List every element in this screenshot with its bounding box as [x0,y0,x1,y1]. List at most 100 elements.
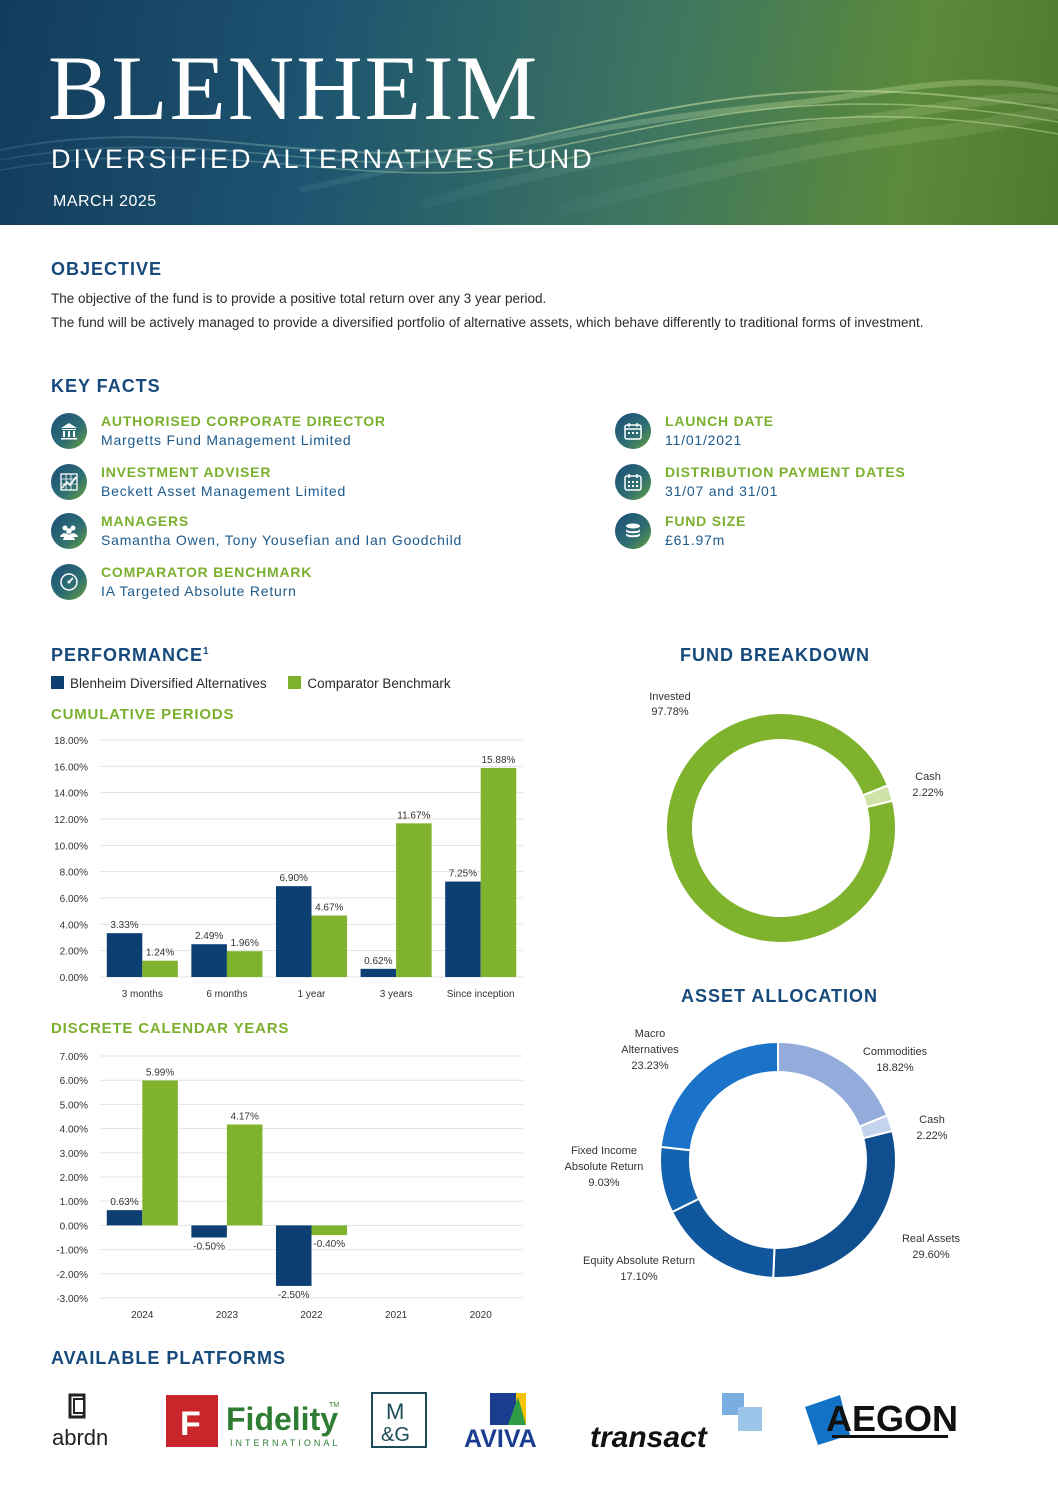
value-cash: 2.22% [912,787,943,799]
data-label: 2.49% [195,931,223,942]
header-banner: BLENHEIM DIVERSIFIED ALTERNATIVES FUND M… [0,0,1058,225]
y-tick-label: 8.00% [60,868,88,879]
fact-label: AUTHORISED CORPORATE DIRECTOR [101,413,386,429]
aviva-logo: AVIVA [464,1393,537,1453]
discrete-heading: DISCRETE CALENDAR YEARS [51,1020,290,1037]
bar-fund [191,944,227,977]
label-cash: Cash [919,1114,945,1126]
data-label: 11.67% [397,810,430,821]
bar-fund [106,933,143,977]
y-tick-label: 1.00% [60,1197,88,1208]
fidelity-text: Fidelity [226,1401,338,1437]
y-tick-label: 5.00% [60,1100,88,1111]
y-tick-label: 0.00% [60,973,88,984]
fact-value: 11/01/2021 [665,432,743,448]
label-real-assets: Real Assets [902,1233,961,1245]
coins-icon [615,513,651,549]
cumulative-heading: CUMULATIVE PERIODS [51,706,235,723]
value-cash: 2.22% [916,1130,947,1142]
objective-heading: OBJECTIVE [51,259,163,279]
discrete-bar-chart: -3.00% -2.00% -1.00% 0.00% 1.00% 2.00% 3.00% 4.… [56,1052,523,1321]
x-tick-label: 3 years [380,989,413,1000]
mandg-m-text: M [386,1399,404,1424]
transact-logo: transact [590,1393,762,1454]
people-icon [51,513,87,549]
data-label: 6.90% [280,873,308,884]
data-label: -2.50% [278,1290,310,1301]
label-fixed-income: Fixed Income [571,1145,637,1157]
label-absolute-return: Absolute Return [565,1161,644,1173]
objective-line-1: The objective of the fund is to provide … [51,291,547,306]
aegon-logo: AEGON [805,1395,958,1445]
fact-label: LAUNCH DATE [665,413,774,429]
fact-label: INVESTMENT ADVISER [101,464,272,480]
bank-icon [51,413,87,449]
data-label: -0.40% [313,1239,345,1250]
y-tick-label: 10.00% [54,841,88,852]
y-tick-label: 14.00% [54,789,88,800]
bar-benchmark [311,1225,348,1236]
abrdn-text: abrdn [52,1425,108,1450]
bar-fund [275,886,312,977]
aegon-text: AEGON [826,1398,958,1439]
legend-item-benchmark: Comparator Benchmark [288,676,451,691]
bar-fund [360,968,397,977]
y-tick-label: 12.00% [54,815,88,826]
abrdn-logo: abrdn [52,1393,108,1450]
fact-label: FUND SIZE [665,513,747,529]
asset-allocation-heading: ASSET ALLOCATION [681,986,878,1006]
data-label: 15.88% [482,755,516,766]
bar-fund [191,1225,227,1238]
fund-breakdown-donut: Invested 97.78% Cash 2.22% [649,691,944,944]
bar-fund [275,1225,312,1286]
bar-benchmark [226,951,263,977]
y-tick-label: 4.00% [60,920,88,931]
fact-value: Beckett Asset Management Limited [101,483,347,499]
bar-benchmark [226,1124,263,1226]
platforms-heading: AVAILABLE PLATFORMS [51,1348,286,1368]
y-tick-label: -3.00% [56,1294,88,1305]
data-label: 5.99% [146,1067,174,1078]
slice-cash [861,784,894,809]
fact-label: COMPARATOR BENCHMARK [101,564,313,580]
data-label: 1.24% [146,948,174,959]
calendar-icon [615,413,651,449]
mandg-g-text: &G [381,1424,410,1446]
fidelity-mark: F [180,1405,201,1443]
fidelity-tm-mark: TM [329,1402,339,1409]
data-label: 4.67% [315,903,343,914]
y-tick-label: -2.00% [56,1270,88,1281]
fact-value: IA Targeted Absolute Return [101,583,297,599]
fidelity-logo: F Fidelity INTERNATIONAL TM [166,1395,339,1448]
y-tick-label: 2.00% [60,1173,88,1184]
bar-benchmark [396,823,432,977]
asset-allocation-donut: Macro Alternatives 23.23% Commodities 18… [565,1028,961,1283]
x-tick-label: 2023 [216,1310,239,1321]
footnote-mark: 1 [203,646,210,657]
fund-breakdown-heading: FUND BREAKDOWN [680,645,870,665]
y-tick-label: -1.00% [56,1246,88,1257]
fact-label: DISTRIBUTION PAYMENT DATES [665,464,906,480]
fact-value: £61.97m [665,532,726,548]
aviva-text: AVIVA [464,1425,537,1453]
label-invested: Invested [649,691,691,703]
key-facts-heading: KEY FACTS [51,376,161,396]
value-commodities: 18.82% [876,1062,914,1074]
label-equity-absolute-return: Equity Absolute Return [583,1255,695,1267]
bar-benchmark [142,1080,178,1226]
value-macro-alternatives: 23.23% [631,1060,669,1072]
y-tick-label: 16.00% [54,762,88,773]
data-label: 0.62% [364,956,392,967]
fact-value: 31/07 and 31/01 [665,483,779,499]
y-tick-label: 4.00% [60,1125,88,1136]
x-tick-label: 2024 [131,1310,154,1321]
x-tick-label: 6 months [206,989,247,1000]
x-tick-label: 2021 [385,1310,408,1321]
platform-logos: abrdn F Fidelity INTERNATIONAL TM M &G A… [52,1392,958,1454]
objective-line-2: The fund will be actively managed to pro… [51,315,924,330]
x-tick-label: 2020 [470,1310,493,1321]
slice-fixed-income-absolute-return [659,1145,701,1214]
x-tick-label: 3 months [122,989,163,1000]
y-tick-label: 7.00% [60,1052,88,1063]
chart-grid-icon [51,464,87,500]
